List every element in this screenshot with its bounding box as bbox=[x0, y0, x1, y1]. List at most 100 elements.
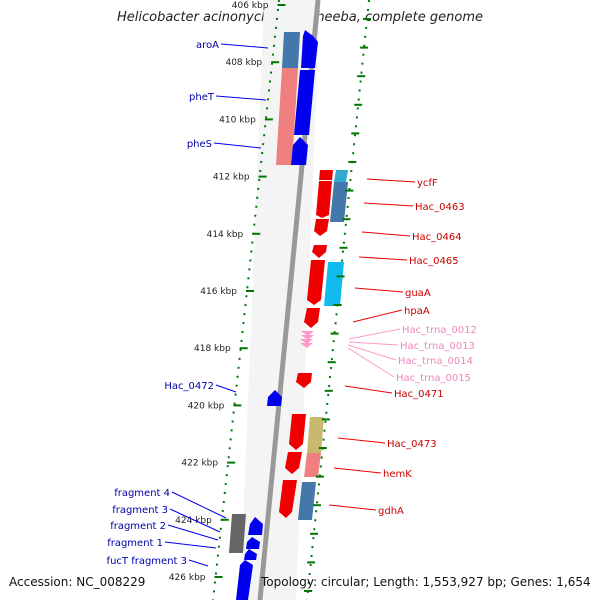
gene-label[interactable]: hpaA bbox=[404, 306, 430, 317]
trna-arrow[interactable] bbox=[300, 343, 313, 348]
topology-label: Topology: circular; Length: 1,553,927 bp… bbox=[261, 575, 591, 589]
gene-arrow-gdhA[interactable] bbox=[279, 480, 297, 518]
gene-arrow-Hac_0465[interactable] bbox=[312, 245, 327, 258]
gene-label-connector bbox=[333, 467, 382, 474]
shade-block bbox=[298, 482, 316, 520]
ruler-tick-label: 418 kbp bbox=[194, 344, 231, 354]
reverse-gene-labels: ycfF Hac_0463 Hac_0464 Hac_0465 guaA hpaA Hac_… bbox=[328, 178, 465, 517]
forward-strand-genes bbox=[236, 30, 318, 600]
forward-gene-labels: aroA pheT pheS Hac_0472 fragment 4 fragment 3… bbox=[107, 40, 269, 567]
trna-arrow[interactable] bbox=[301, 335, 314, 340]
gene-label-connector bbox=[352, 309, 403, 323]
gene-label-connector bbox=[344, 385, 393, 394]
gene-label-connector bbox=[366, 178, 416, 183]
gene-label[interactable]: Hac_0464 bbox=[412, 232, 462, 243]
shade-block bbox=[304, 453, 321, 477]
ruler-tick-label: 426 kbp bbox=[169, 573, 206, 583]
gene-label[interactable]: fragment 3 bbox=[112, 505, 168, 516]
gene-arrow-Hac_0472[interactable] bbox=[267, 390, 282, 406]
gene-arrow-Hac_0463[interactable] bbox=[316, 181, 332, 218]
gene-label[interactable]: hemK bbox=[383, 469, 412, 480]
gene-label[interactable]: Hac_0472 bbox=[164, 381, 214, 392]
gene-label-connector bbox=[213, 142, 262, 149]
gene-arrow-hemK[interactable] bbox=[285, 452, 302, 474]
gene-arrow-Hac_0473[interactable] bbox=[289, 414, 306, 450]
trna-label-connector bbox=[348, 328, 401, 340]
gene-label[interactable]: guaA bbox=[405, 288, 431, 299]
gene-label[interactable]: Hac_0471 bbox=[394, 389, 444, 400]
gene-label[interactable]: Hac_0473 bbox=[387, 439, 437, 450]
gene-arrow-Hac_0464[interactable] bbox=[314, 219, 329, 236]
gene-label[interactable]: gdhA bbox=[378, 506, 404, 517]
shade-block bbox=[229, 514, 246, 553]
gene-arrow-fragment[interactable] bbox=[246, 537, 260, 549]
gene-label[interactable]: fucT fragment 3 bbox=[107, 556, 187, 567]
gene-label-connector bbox=[358, 256, 408, 261]
gene-arrow-pheS[interactable] bbox=[291, 137, 308, 165]
kbp-ruler: 406 kbp 408 kbp 410 kbp 412 kbp 414 kbp 416 k… bbox=[169, 1, 372, 592]
trna-label[interactable]: Hac_trna_0012 bbox=[402, 325, 477, 336]
gene-label[interactable]: ycfF bbox=[417, 178, 438, 189]
gene-arrow-hpaA[interactable] bbox=[304, 308, 320, 328]
ruler-boundary-right bbox=[306, 0, 370, 600]
gene-label-connector bbox=[215, 95, 267, 101]
gene-label-connector bbox=[354, 287, 404, 293]
gene-label[interactable]: Hac_0463 bbox=[415, 202, 465, 213]
gene-arrow-aroA[interactable] bbox=[301, 30, 318, 68]
shade-block bbox=[282, 32, 300, 68]
gene-label-connector bbox=[363, 202, 414, 207]
gene-arrow-guaA[interactable] bbox=[307, 260, 325, 305]
ruler-tick-label: 408 kbp bbox=[225, 58, 262, 68]
ruler-tick-label: 422 kbp bbox=[181, 459, 218, 469]
ruler-tick-label: 420 kbp bbox=[188, 401, 225, 411]
trna-label[interactable]: Hac_trna_0014 bbox=[398, 356, 473, 367]
gene-label-connector bbox=[164, 541, 217, 549]
gene-arrow-pheT[interactable] bbox=[294, 70, 315, 135]
gene-arrow-fragment[interactable] bbox=[248, 517, 263, 535]
ruler-tick-label: 406 kbp bbox=[232, 1, 269, 11]
shade-block bbox=[334, 170, 348, 182]
accession-label: Accession: NC_008229 bbox=[9, 575, 146, 589]
trna-gene-labels: Hac_trna_0012 Hac_trna_0013 Hac_trna_0014 H… bbox=[347, 325, 477, 384]
shade-block bbox=[276, 68, 298, 165]
gene-label[interactable]: pheT bbox=[189, 92, 215, 103]
trna-label-connector bbox=[348, 341, 399, 346]
gene-label-connector bbox=[220, 43, 269, 49]
trna-genes bbox=[300, 331, 314, 348]
ruler-tick-label: 410 kbp bbox=[219, 115, 256, 125]
ruler-boundary-left bbox=[212, 0, 280, 600]
trna-label[interactable]: Hac_trna_0015 bbox=[396, 373, 471, 384]
gene-label[interactable]: pheS bbox=[187, 139, 212, 150]
shade-block bbox=[307, 417, 324, 453]
gene-label[interactable]: Hac_0465 bbox=[409, 256, 459, 267]
trna-arrow[interactable] bbox=[300, 339, 313, 344]
trna-label-connector bbox=[347, 347, 395, 378]
gene-label[interactable]: aroA bbox=[196, 40, 219, 51]
trna-label-connector bbox=[347, 344, 397, 361]
gene-arrow-fucT-fragment-3[interactable] bbox=[236, 560, 253, 600]
gene-label[interactable]: fragment 4 bbox=[114, 488, 170, 499]
gene-label-connector bbox=[328, 504, 377, 511]
ruler-tick-label: 424 kbp bbox=[175, 516, 212, 526]
gene-label-connector bbox=[215, 384, 237, 393]
gene-label[interactable]: fragment 1 bbox=[107, 538, 163, 549]
gene-label-connector bbox=[171, 491, 227, 519]
ruler-tick-label: 414 kbp bbox=[207, 230, 244, 240]
shade-block bbox=[324, 262, 344, 306]
trna-arrow[interactable] bbox=[301, 331, 314, 336]
shade-block bbox=[330, 182, 348, 222]
gene-arrow-Hac_0471[interactable] bbox=[296, 373, 312, 388]
feature-shading bbox=[229, 32, 348, 553]
gene-label-connector bbox=[188, 559, 209, 567]
gene-label-connector bbox=[361, 231, 411, 237]
ruler-tick-label: 416 kbp bbox=[200, 287, 237, 297]
gene-label[interactable]: fragment 2 bbox=[110, 521, 166, 532]
gene-arrow-ycfF[interactable] bbox=[319, 170, 333, 180]
reverse-strand-genes bbox=[279, 170, 333, 518]
gene-label-connector bbox=[169, 508, 221, 533]
trna-label[interactable]: Hac_trna_0013 bbox=[400, 341, 475, 352]
gene-arrow-fragment[interactable] bbox=[244, 549, 257, 560]
ruler-tick-label: 412 kbp bbox=[213, 173, 250, 183]
gene-label-connector bbox=[337, 437, 386, 444]
